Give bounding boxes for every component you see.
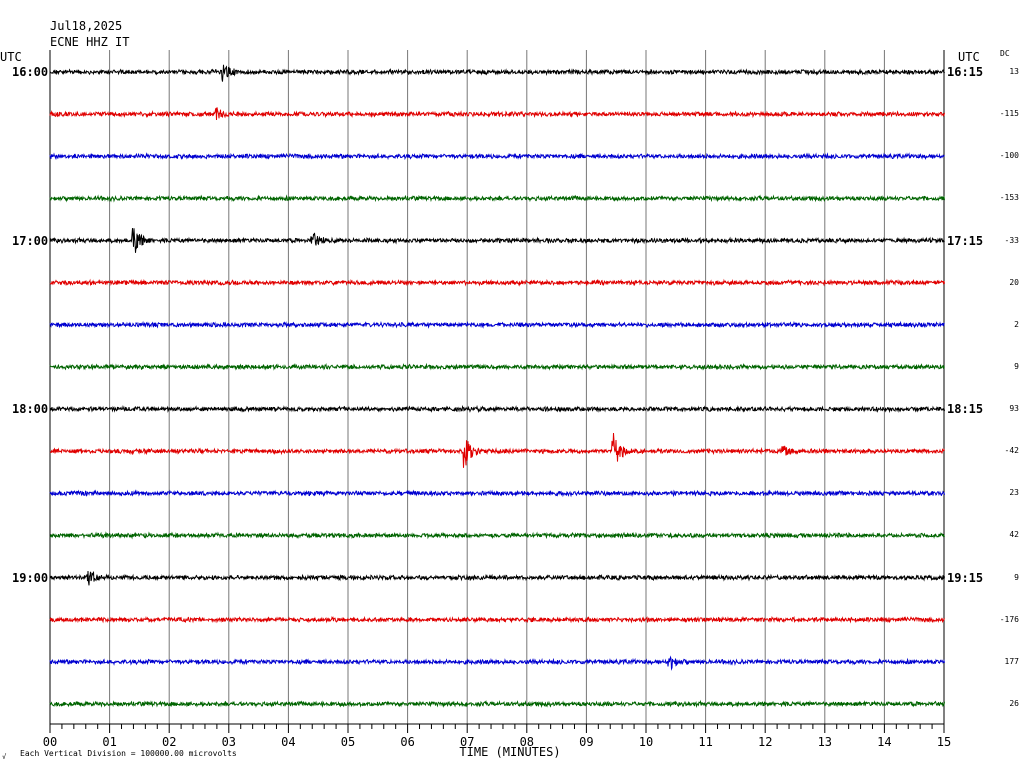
trace-row-0 (49, 64, 945, 82)
dc-offset-label: 2 (1014, 319, 1019, 329)
hour-label-right: 19:15 (947, 570, 984, 585)
trace-row-5 (49, 278, 945, 287)
x-tick-label: 06 (400, 735, 414, 749)
utc-right-label: UTC (958, 50, 980, 64)
trace-row-8 (49, 404, 945, 414)
trace-row-13 (49, 615, 945, 624)
trace-row-2 (49, 152, 945, 161)
dc-header-label: DC (1000, 49, 1010, 58)
dc-offset-label: 177 (1004, 656, 1019, 666)
x-tick-label: 11 (698, 735, 712, 749)
x-tick-label: 01 (102, 735, 116, 749)
trace-row-15 (49, 699, 945, 708)
trace-row-7 (49, 362, 945, 371)
dc-offset-label: -100 (999, 151, 1019, 161)
dc-offset-label: 23 (1009, 488, 1019, 498)
x-tick-label: 02 (162, 735, 176, 749)
x-tick-label: 05 (341, 735, 355, 749)
x-axis-label: TIME (MINUTES) (459, 745, 560, 759)
dc-offset-label: 13 (1009, 67, 1019, 76)
dc-offset-label: -176 (999, 614, 1019, 624)
trace-row-9 (49, 432, 945, 468)
footer-note: Each Vertical Division = 100000.00 micro… (20, 749, 237, 758)
seismic-traces (49, 64, 945, 708)
time-grid (49, 50, 945, 724)
trace-row-11 (49, 531, 945, 540)
hour-label-left: 18:00 (12, 402, 49, 417)
date-label: Jul18,2025 (50, 19, 123, 33)
dc-offset-label: -33 (1004, 235, 1019, 245)
dc-offset-label: -42 (1004, 446, 1019, 456)
x-tick-label: 03 (222, 735, 236, 749)
x-tick-label: 07 (460, 735, 474, 749)
hour-label-left: 19:00 (12, 570, 49, 585)
trace-row-4 (49, 228, 945, 253)
dc-offset-label: 93 (1009, 404, 1019, 414)
trace-row-1 (49, 107, 945, 121)
x-tick-label: 08 (520, 735, 534, 749)
trace-row-6 (49, 320, 945, 329)
dc-offset-label: 9 (1014, 361, 1019, 371)
trace-row-14 (49, 655, 945, 671)
time-axis: 00 01 02 03 04 05 06 07 08 09 10 11 12 13 14 15 (43, 723, 951, 749)
dc-offset-label: 26 (1009, 698, 1019, 708)
trace-row-3 (49, 194, 945, 203)
hour-label-right: 17:15 (947, 233, 984, 248)
dc-offset-label: -115 (999, 109, 1019, 119)
hour-label-right: 16:15 (947, 65, 984, 79)
trace-row-12 (49, 570, 945, 586)
x-tick-label: 00 (43, 735, 57, 749)
hour-label-left: 16:00 (12, 65, 49, 79)
x-tick-label: 13 (818, 735, 832, 749)
x-tick-label: 12 (758, 735, 772, 749)
utc-left-label: UTC (0, 50, 22, 64)
hour-label-left: 17:00 (12, 233, 49, 248)
hour-label-right: 18:15 (947, 402, 984, 417)
dc-offset-label: 9 (1014, 572, 1019, 582)
x-tick-label: 14 (877, 735, 891, 749)
x-tick-label: 04 (281, 735, 295, 749)
dc-offset-label: -153 (999, 193, 1019, 203)
x-tick-label: 10 (639, 735, 653, 749)
station-label: ECNE HHZ IT (50, 35, 130, 49)
x-tick-label: 15 (937, 735, 951, 749)
dc-offset-label: 42 (1009, 530, 1019, 540)
x-tick-label: 09 (579, 735, 593, 749)
footer-mark: √ (2, 753, 7, 761)
dc-offset-label: 20 (1009, 277, 1019, 287)
trace-row-10 (49, 489, 945, 498)
